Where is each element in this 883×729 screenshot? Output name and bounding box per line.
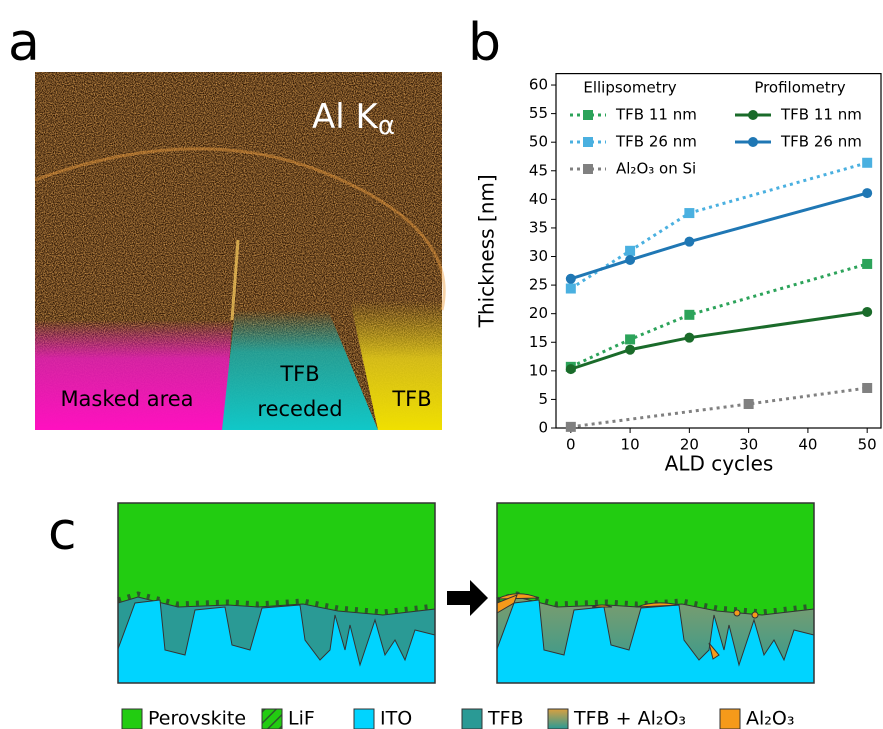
- y-tick-label: 0: [538, 419, 548, 437]
- marker: [684, 208, 695, 219]
- marker: [565, 273, 576, 284]
- legend-swatch: [121, 708, 143, 729]
- element-subscript: α: [378, 111, 395, 141]
- eds-map: [34, 72, 446, 430]
- legend-swatch: [261, 708, 283, 729]
- lif-layer: [117, 591, 436, 615]
- y-tick-label: 30: [529, 247, 548, 265]
- x-tick-label: 30: [739, 436, 758, 454]
- y-tick-label: 40: [529, 190, 548, 208]
- legend-label: TFB 26 nm: [780, 133, 862, 151]
- legend-label: TFB 11 nm: [615, 106, 697, 124]
- series-line: [570, 262, 868, 369]
- panel-label: b: [468, 13, 501, 73]
- perovskite-layer: [117, 502, 436, 616]
- legend-swatch: [547, 708, 569, 729]
- region-label: TFB: [279, 362, 319, 386]
- plot-frame: [555, 72, 882, 429]
- marker: [625, 344, 636, 355]
- legend-label: TFB 11 nm: [780, 106, 862, 124]
- marker: [583, 164, 593, 174]
- marker: [748, 137, 758, 147]
- marker: [565, 421, 576, 432]
- chart: 0 5 10 15 20 25 30 35 40 45 50 55 60 0 10 20 30 40 50 ALD c…: [475, 72, 882, 476]
- al2o3-deposit: [591, 604, 613, 608]
- al2o3-deposit: [636, 602, 680, 608]
- y-tick-label: 45: [529, 161, 548, 179]
- schematic-legend: Perovskite LiF ITO TFB TFB + Al₂O₃ Al₂O₃: [121, 708, 794, 729]
- region-label: Masked area: [60, 387, 193, 411]
- al2o3-deposit: [733, 609, 741, 617]
- frame: [117, 502, 436, 684]
- marker: [684, 236, 695, 247]
- legend-title: Ellipsometry: [583, 79, 676, 97]
- legend-swatch: [353, 708, 375, 729]
- legend-label: Al₂O₃ on Si: [616, 160, 696, 178]
- y-tick-label: 20: [529, 304, 548, 322]
- al2o3-deposit: [708, 642, 720, 660]
- series-line: [570, 191, 868, 281]
- x-tick-label: 10: [621, 436, 640, 454]
- legend-swatch: [719, 708, 741, 729]
- panel-label: a: [8, 13, 40, 73]
- lif-layer: [496, 591, 815, 615]
- marker: [625, 245, 636, 256]
- legend-label: LiF: [288, 708, 315, 729]
- y-tick-label: 5: [538, 390, 548, 408]
- arrow: [447, 580, 488, 616]
- series-line: [570, 310, 868, 371]
- marker: [862, 157, 873, 168]
- marker: [625, 254, 636, 265]
- y-tick-label: 35: [529, 218, 548, 236]
- ito-layer: [496, 599, 815, 684]
- schematic: [117, 502, 815, 684]
- y-tick-label: 50: [529, 133, 548, 151]
- marker: [748, 110, 758, 120]
- legend-label: TFB + Al₂O₃: [573, 708, 686, 729]
- x-tick-label: 50: [858, 436, 877, 454]
- region-label: receded: [257, 397, 342, 421]
- x-axis-title: ALD cycles: [665, 452, 774, 476]
- marker: [862, 382, 873, 393]
- al2o3-deposit: [496, 593, 540, 600]
- al2o3-deposit: [751, 611, 759, 619]
- marker: [862, 188, 873, 199]
- panel-label: c: [48, 502, 77, 562]
- marker: [862, 258, 873, 269]
- ito-layer: [117, 599, 436, 684]
- legend-title: Profilometry: [754, 79, 845, 97]
- marker: [625, 334, 636, 345]
- y-tick-label: 10: [529, 361, 548, 379]
- x-tick-label: 40: [798, 436, 817, 454]
- marker: [743, 398, 754, 409]
- frame: [496, 502, 815, 684]
- perovskite-layer: [496, 502, 815, 616]
- series-line: [570, 386, 868, 429]
- marker: [684, 332, 695, 343]
- marker: [565, 283, 576, 294]
- x-tick-label: 20: [680, 436, 699, 454]
- element-symbol: Al K: [312, 97, 380, 137]
- legend-label: TFB: [487, 708, 524, 729]
- legend-label: Al₂O₃: [746, 708, 794, 729]
- legend-label: TFB 26 nm: [615, 133, 697, 151]
- legend-swatch: [461, 708, 483, 729]
- marker: [684, 309, 695, 320]
- marker: [565, 364, 576, 375]
- legend-label: Perovskite: [148, 708, 246, 729]
- y-tick-label: 60: [529, 76, 548, 94]
- y-tick-label: 55: [529, 104, 548, 122]
- marker: [862, 306, 873, 317]
- y-tick-label: 15: [529, 333, 548, 351]
- x-tick-label: 0: [566, 436, 576, 454]
- y-axis-title: Thickness [nm]: [475, 174, 499, 328]
- y-tick-label: 25: [529, 276, 548, 294]
- marker: [583, 137, 593, 147]
- legend-label: ITO: [380, 708, 412, 729]
- marker: [583, 110, 593, 120]
- series-line: [570, 161, 868, 290]
- region-label: TFB: [391, 387, 431, 411]
- element-label: Al Kα: [312, 97, 395, 141]
